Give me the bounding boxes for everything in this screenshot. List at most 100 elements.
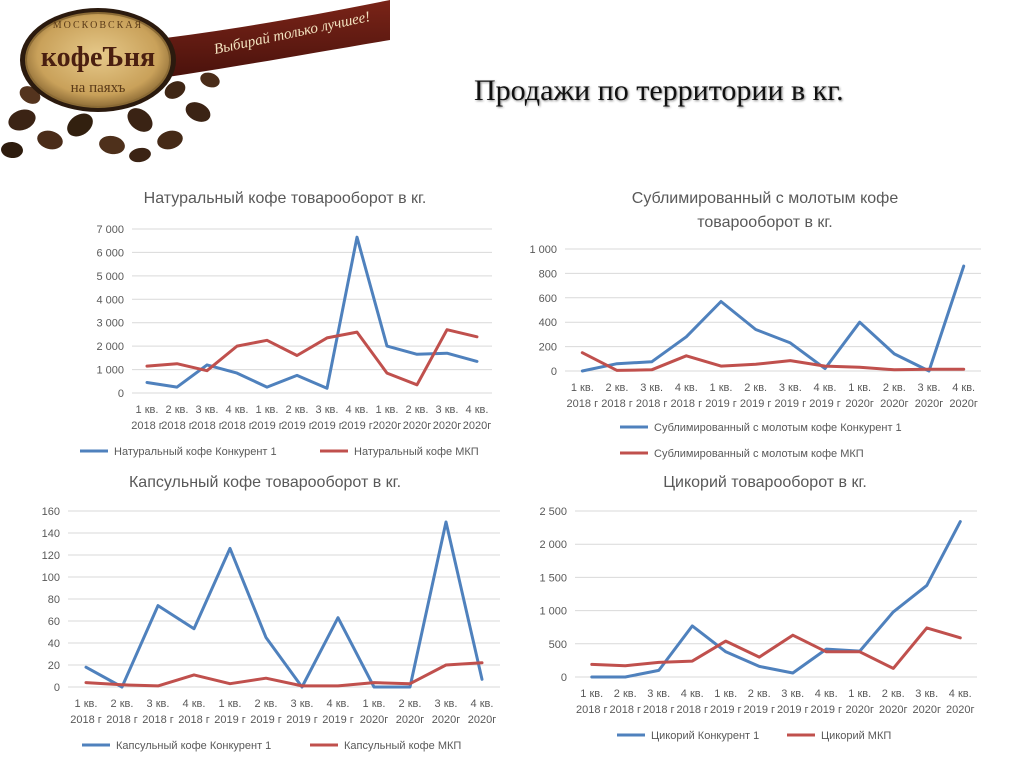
x-tick-label: 2020г [913, 704, 941, 716]
x-tick-label: 2019 г [810, 704, 842, 716]
x-tick-label: 2018 г [221, 420, 253, 432]
x-tick-label: 2019 г [705, 398, 737, 410]
y-tick-label: 20 [48, 660, 60, 672]
slogan-ribbon [150, 0, 390, 78]
x-tick-label: 2019 г [710, 704, 742, 716]
x-tick-label: 4 кв. [814, 382, 837, 394]
x-tick-label: 2019 г [809, 398, 841, 410]
chart-title: Натуральный кофе товарооборот в кг. [144, 190, 427, 207]
coffee-beans [1, 72, 220, 163]
x-tick-label: 2019 г [250, 714, 282, 726]
x-tick-label: 2020г [433, 420, 461, 432]
y-tick-label: 0 [54, 682, 60, 694]
y-tick-label: 2 500 [539, 506, 567, 518]
brand-logo: Выбирай только лучшее! МОСКОВСКАЯ кофеЪн… [0, 0, 392, 165]
y-tick-label: 1 500 [539, 572, 567, 584]
legend-label: Сублимированный с молотым кофе МКП [654, 448, 864, 460]
x-tick-label: 4 кв. [815, 688, 838, 700]
y-tick-label: 1 000 [529, 244, 557, 256]
chart-title: товарооборот в кг. [697, 214, 833, 231]
x-tick-label: 2018 г [601, 398, 633, 410]
x-tick-label: 2019 г [740, 398, 772, 410]
x-tick-label: 2020г [915, 398, 943, 410]
x-tick-label: 3 кв. [316, 404, 339, 416]
y-tick-label: 5 000 [96, 271, 124, 283]
x-tick-label: 2020г [946, 704, 974, 716]
x-tick-label: 2 кв. [255, 698, 278, 710]
y-tick-label: 100 [42, 572, 60, 584]
y-tick-label: 1 000 [96, 365, 124, 377]
x-tick-label: 3 кв. [918, 382, 941, 394]
x-tick-label: 1 кв. [710, 382, 733, 394]
x-tick-label: 3 кв. [640, 382, 663, 394]
x-tick-label: 4 кв. [466, 404, 489, 416]
chicory-chart: Цикорий товарооборот в кг. 0 500 1 000 1 500… [539, 474, 977, 742]
series-line-competitor [590, 520, 962, 679]
logo-brand-text: кофеЪня [41, 42, 155, 73]
x-tick-label: 3 кв. [779, 382, 802, 394]
series-line-competitor [84, 520, 484, 689]
y-tick-label: 400 [539, 317, 557, 329]
chart-title: Капсульный кофе товарооборот в кг. [129, 474, 401, 491]
legend-label: Натуральный кофе МКП [354, 446, 479, 458]
x-tick-label: 2019 г [341, 420, 373, 432]
legend-label: Капсульный кофе Конкурент 1 [116, 740, 271, 752]
chart-title: Цикорий товарооборот в кг. [663, 474, 867, 491]
y-tick-label: 4 000 [96, 294, 124, 306]
y-tick-label: 2 000 [96, 341, 124, 353]
x-tick-label: 2019 г [311, 420, 343, 432]
x-tick-label: 2020г [360, 714, 388, 726]
x-tick-label: 3 кв. [147, 698, 170, 710]
x-tick-label: 3 кв. [291, 698, 314, 710]
x-tick-label: 2 кв. [399, 698, 422, 710]
x-tick-label: 3 кв. [647, 688, 670, 700]
x-tick-label: 2 кв. [614, 688, 637, 700]
x-tick-label: 1 кв. [256, 404, 279, 416]
x-tick-label: 1 кв. [714, 688, 737, 700]
x-tick-label: 2 кв. [166, 404, 189, 416]
x-tick-label: 2 кв. [286, 404, 309, 416]
y-tick-label: 500 [549, 639, 567, 651]
x-tick-label: 2018 г [131, 420, 163, 432]
x-tick-label: 1 кв. [363, 698, 386, 710]
x-tick-label: 2 кв. [744, 382, 767, 394]
x-tick-label: 2018 г [636, 398, 668, 410]
x-tick-label: 4 кв. [675, 382, 698, 394]
x-tick-label: 2018 г [161, 420, 193, 432]
x-tick-label: 3 кв. [781, 688, 804, 700]
x-tick-label: 2020г [846, 704, 874, 716]
capsule-coffee-chart: Капсульный кофе товарооборот в кг. 0 20 40 6… [42, 474, 500, 752]
y-tick-label: 1 000 [539, 606, 567, 618]
x-tick-label: 2019 г [775, 398, 807, 410]
x-tick-label: 2019 г [777, 704, 809, 716]
y-tick-label: 60 [48, 616, 60, 628]
x-tick-label: 2 кв. [882, 688, 905, 700]
x-tick-label: 4 кв. [949, 688, 972, 700]
x-tick-label: 1 кв. [848, 688, 871, 700]
legend-label: Сублимированный с молотым кофе Конкурент… [654, 422, 902, 434]
x-tick-label: 4 кв. [327, 698, 350, 710]
y-tick-label: 7 000 [96, 224, 124, 236]
x-tick-label: 3 кв. [196, 404, 219, 416]
x-tick-label: 2018 г [70, 714, 102, 726]
y-tick-label: 160 [42, 506, 60, 518]
x-tick-label: 2020г [463, 420, 491, 432]
x-tick-label: 2 кв. [883, 382, 906, 394]
y-tick-label: 200 [539, 342, 557, 354]
x-tick-label: 3 кв. [436, 404, 459, 416]
y-tick-label: 80 [48, 594, 60, 606]
legend-label: Натуральный кофе Конкурент 1 [114, 446, 277, 458]
x-tick-label: 1 кв. [75, 698, 98, 710]
x-tick-label: 1 кв. [571, 382, 594, 394]
y-tick-label: 0 [551, 366, 557, 378]
x-tick-label: 2018 г [609, 704, 641, 716]
x-tick-label: 2 кв. [748, 688, 771, 700]
x-tick-label: 4 кв. [952, 382, 975, 394]
legend-label: Цикорий Конкурент 1 [651, 730, 759, 742]
y-tick-label: 40 [48, 638, 60, 650]
x-tick-label: 4 кв. [226, 404, 249, 416]
y-tick-label: 800 [539, 268, 557, 280]
x-tick-label: 2019 г [214, 714, 246, 726]
x-tick-label: 2 кв. [606, 382, 629, 394]
natural-coffee-chart: Натуральный кофе товарооборот в кг. 0 1 00… [80, 190, 492, 458]
